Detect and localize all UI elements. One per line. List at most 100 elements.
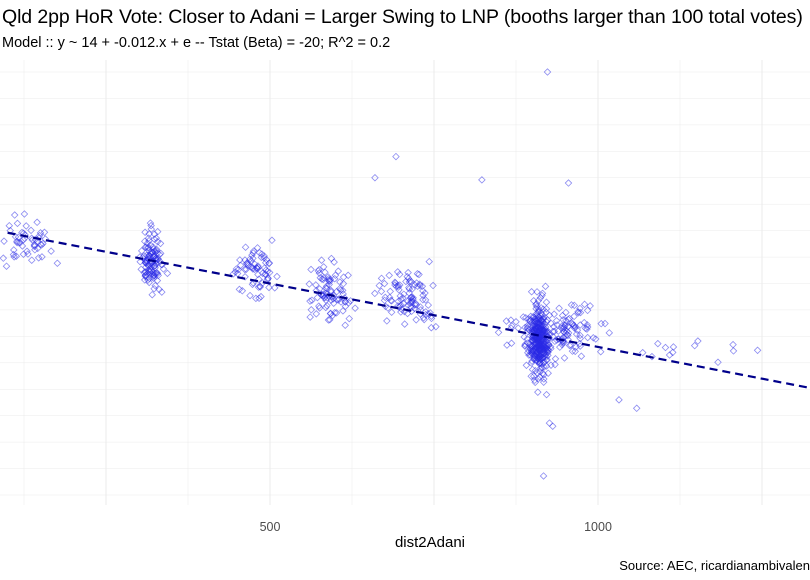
data-point bbox=[412, 279, 421, 287]
data-point bbox=[339, 307, 347, 315]
data-point bbox=[21, 231, 29, 239]
data-point bbox=[665, 351, 674, 359]
data-point bbox=[576, 331, 584, 340]
data-point bbox=[538, 289, 547, 298]
data-point bbox=[526, 317, 534, 326]
data-point bbox=[33, 218, 41, 227]
data-point bbox=[142, 273, 151, 281]
data-point bbox=[145, 278, 153, 287]
data-point bbox=[549, 322, 558, 331]
data-point bbox=[321, 284, 330, 292]
data-point bbox=[520, 333, 528, 341]
x-tick-label: 1000 bbox=[584, 520, 612, 534]
data-point bbox=[576, 308, 585, 317]
data-point bbox=[553, 321, 561, 329]
data-point bbox=[552, 316, 561, 325]
data-point bbox=[535, 323, 543, 331]
data-point bbox=[540, 375, 548, 383]
data-point bbox=[580, 300, 589, 309]
data-point bbox=[507, 339, 516, 347]
data-point bbox=[567, 301, 576, 309]
data-point bbox=[145, 251, 153, 259]
data-point bbox=[533, 368, 541, 377]
data-point bbox=[344, 271, 352, 280]
data-point bbox=[241, 243, 250, 251]
data-point bbox=[397, 308, 405, 316]
data-point bbox=[557, 324, 566, 332]
data-point bbox=[574, 307, 582, 316]
data-point bbox=[385, 271, 393, 280]
data-point bbox=[145, 268, 154, 276]
data-point bbox=[424, 301, 433, 309]
data-point bbox=[246, 255, 254, 263]
data-point bbox=[270, 284, 279, 292]
data-point bbox=[242, 259, 251, 268]
data-point bbox=[145, 236, 153, 245]
data-point bbox=[334, 267, 343, 275]
data-point bbox=[632, 404, 641, 413]
data-point bbox=[478, 176, 486, 184]
data-point bbox=[13, 219, 22, 228]
data-point bbox=[536, 315, 545, 323]
data-point bbox=[37, 241, 46, 249]
data-point bbox=[558, 311, 567, 320]
data-point bbox=[419, 287, 427, 295]
data-point bbox=[249, 279, 257, 287]
data-point bbox=[421, 289, 429, 297]
data-point bbox=[527, 287, 536, 296]
data-point bbox=[332, 309, 341, 317]
data-point bbox=[19, 250, 28, 259]
data-point bbox=[570, 301, 579, 310]
data-point bbox=[429, 281, 437, 290]
data-point bbox=[534, 375, 542, 383]
data-point bbox=[331, 308, 339, 317]
data-point bbox=[541, 282, 550, 291]
data-point bbox=[249, 254, 257, 263]
data-point bbox=[315, 302, 323, 310]
data-point bbox=[18, 242, 27, 250]
data-point bbox=[562, 329, 570, 337]
data-point bbox=[583, 325, 591, 333]
data-point bbox=[307, 306, 316, 314]
data-point bbox=[571, 347, 579, 356]
data-point bbox=[53, 259, 62, 268]
data-point bbox=[312, 286, 321, 295]
data-point bbox=[380, 296, 389, 305]
data-point bbox=[528, 365, 537, 374]
data-point bbox=[140, 276, 149, 284]
data-point bbox=[385, 293, 394, 302]
data-point bbox=[153, 268, 161, 277]
data-point bbox=[519, 313, 528, 321]
data-point bbox=[155, 285, 163, 294]
data-point bbox=[576, 334, 585, 343]
data-point bbox=[27, 226, 35, 235]
data-point bbox=[238, 287, 247, 295]
data-point bbox=[591, 335, 600, 343]
data-point bbox=[537, 304, 545, 312]
data-point bbox=[231, 268, 240, 276]
data-point bbox=[336, 278, 344, 286]
data-point bbox=[753, 346, 762, 355]
data-point bbox=[244, 261, 252, 270]
data-point bbox=[558, 322, 566, 330]
data-point bbox=[554, 335, 562, 343]
data-point bbox=[144, 243, 152, 252]
data-point bbox=[404, 268, 412, 277]
data-point bbox=[141, 271, 150, 279]
data-point bbox=[564, 315, 573, 324]
chart-title: Qld 2pp HoR Vote: Closer to Adani = Larg… bbox=[2, 6, 803, 28]
data-point bbox=[586, 302, 594, 310]
data-point bbox=[409, 294, 417, 302]
data-point bbox=[316, 273, 325, 282]
data-point bbox=[397, 295, 405, 304]
data-point bbox=[530, 376, 539, 385]
data-point bbox=[150, 230, 159, 238]
data-point bbox=[154, 255, 162, 263]
data-point bbox=[548, 422, 557, 431]
data-point bbox=[377, 274, 386, 283]
data-point bbox=[406, 294, 415, 302]
data-point bbox=[551, 355, 560, 363]
data-point bbox=[250, 265, 259, 274]
fit-line-group bbox=[7, 231, 810, 390]
